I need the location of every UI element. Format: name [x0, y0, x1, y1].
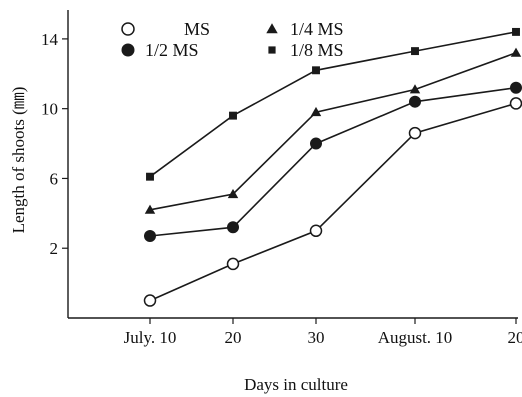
data-point-open-circle — [143, 294, 157, 307]
data-point-square — [268, 46, 276, 54]
x-tick-label: 20 — [508, 328, 522, 347]
data-point-triangle — [266, 23, 278, 34]
legend-label: 1/4 MS — [290, 19, 344, 39]
data-point-triangle — [409, 84, 421, 94]
data-point-filled-circle — [510, 81, 522, 94]
x-tick-label: 20 — [225, 328, 242, 347]
data-point-filled-circle — [121, 43, 135, 57]
data-point-square — [229, 111, 237, 120]
series-line — [149, 102, 517, 302]
x-tick-label: 30 — [308, 328, 325, 347]
y-tick-label: 14 — [41, 30, 59, 49]
x-tick-label: July. 10 — [124, 328, 177, 347]
series-line — [149, 52, 517, 211]
data-point-triangle — [144, 204, 156, 214]
data-point-triangle — [227, 188, 239, 199]
y-ticks: 2 6 10 14 — [41, 30, 68, 258]
data-point-filled-circle — [227, 221, 239, 234]
y-tick-label: 6 — [50, 169, 59, 188]
legend-label: 1/8 MS — [290, 40, 344, 60]
data-point-open-circle — [309, 224, 323, 238]
data-point-filled-circle — [310, 137, 322, 150]
axes — [67, 10, 518, 319]
x-ticks: July. 10 20 30 August. 10 20 — [124, 318, 522, 347]
legend: MS1/2 MS 1/4 MS1/8 MS — [121, 19, 344, 60]
data-point-open-circle — [226, 257, 240, 271]
series-markers — [143, 27, 522, 307]
data-point-square — [146, 172, 154, 181]
y-axis-title: Length of shoots (㎜) — [9, 87, 28, 234]
data-point-square — [312, 66, 320, 75]
data-point-square — [512, 27, 520, 36]
data-point-filled-circle — [409, 95, 421, 108]
series-lines — [149, 31, 517, 302]
x-axis-title: Days in culture — [244, 375, 348, 394]
data-point-square — [411, 47, 419, 56]
data-point-filled-circle — [144, 230, 156, 243]
legend-label: 1/2 MS — [145, 40, 199, 60]
legend-label: MS — [184, 19, 210, 39]
data-point-open-circle — [121, 22, 135, 36]
data-point-triangle — [510, 47, 522, 57]
x-tick-label: August. 10 — [378, 328, 453, 347]
data-point-triangle — [310, 106, 322, 117]
y-tick-label: 10 — [41, 100, 58, 119]
y-tick-label: 2 — [50, 239, 59, 258]
data-point-open-circle — [509, 97, 522, 110]
data-point-open-circle — [408, 126, 422, 140]
